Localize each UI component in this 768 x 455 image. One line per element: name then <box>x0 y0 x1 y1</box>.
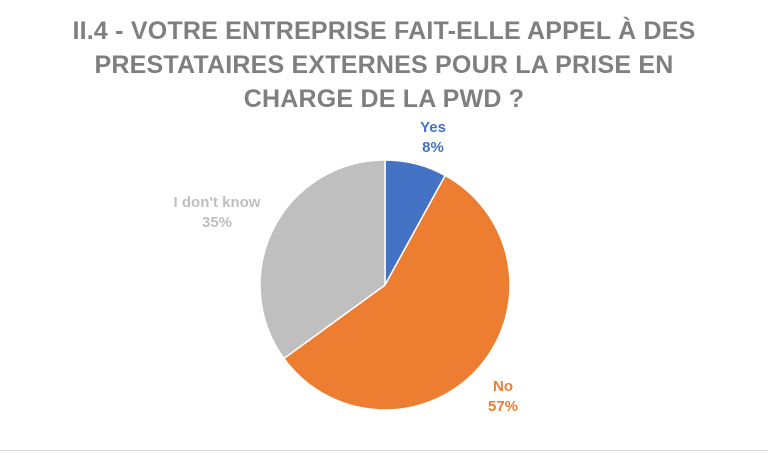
slice-label-i-dont-know-percent: 35% <box>201 214 233 231</box>
slice-label-no-name: No <box>493 378 513 395</box>
slice-label-yes-percent: 8% <box>422 139 444 156</box>
pie-slice-no <box>282 174 511 411</box>
slice-label-i-dont-know-name: I don't know <box>173 194 261 211</box>
slice-label-i-dont-know: I don't know 35% <box>174 193 261 233</box>
slice-label-yes: Yes 8% <box>420 118 446 158</box>
pie-slice-i-don-t-know <box>259 159 386 360</box>
chart-title: II.4 - VOTRE ENTREPRISE FAIT-ELLE APPEL … <box>72 17 696 113</box>
bottom-rule <box>0 450 768 451</box>
slice-label-no: No 57% <box>488 377 518 417</box>
slice-label-no-percent: 57% <box>487 398 519 415</box>
slice-label-yes-name: Yes <box>420 119 446 136</box>
